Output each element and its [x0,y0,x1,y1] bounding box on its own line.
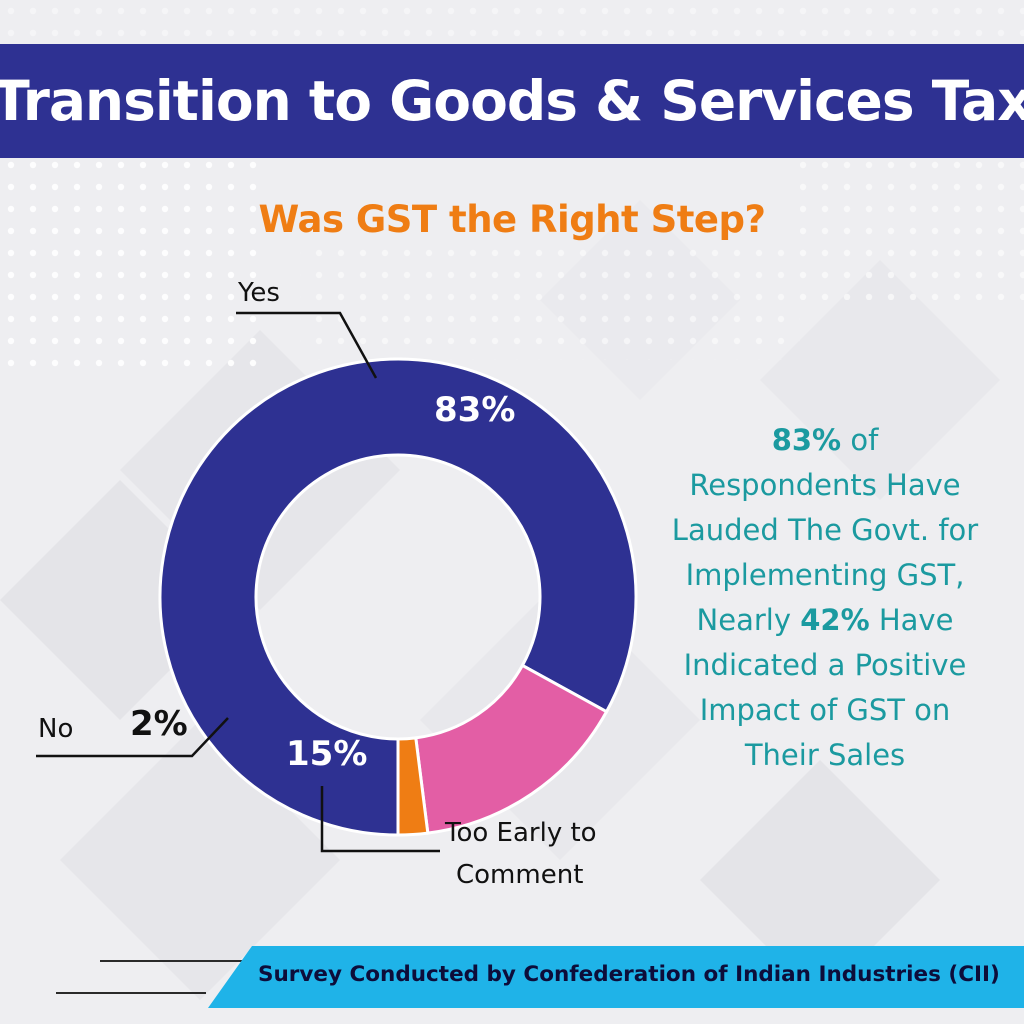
note-text-line5a: Nearly [696,603,801,637]
label-yes: Yes [238,278,280,308]
footer-banner [208,946,1024,1008]
note-text-line6: Indicated a Positive [683,648,967,682]
note-text-line7: Impact of GST on [699,693,951,727]
slice-no [396,736,430,837]
note-text-line5b: Have [869,603,954,637]
note-text-line2: Respondents Have [689,468,961,502]
chart-question: Was GST the Right Step? [258,198,766,241]
leader-line-yes [236,311,378,379]
note-text-line8: Their Sales [744,738,906,772]
leader-line-too-early [320,786,440,853]
summary-note: 83% of Respondents Have Lauded The Govt.… [650,418,1000,778]
note-highlight-42: 42% [800,603,870,637]
footer-source: Survey Conducted by Confederation of Ind… [258,962,1000,987]
value-label-too-early: 15% [286,734,368,774]
note-highlight-83: 83% [771,423,842,457]
slice-yes [158,357,638,837]
footer-deco-line [56,992,206,994]
page-title: Transition to Goods & Services Tax [0,69,1024,133]
value-label-yes: 83% [434,390,516,430]
label-too-early-line1: Too Early to [445,818,597,848]
footer-deco-line [100,960,250,962]
label-no: No [38,714,74,744]
value-label-no: 2% [130,704,188,744]
header-banner: Transition to Goods & Services Tax [0,44,1024,158]
note-text-line1: of [841,423,879,457]
label-too-early-line2: Comment [456,860,584,890]
note-text-line3: Lauded The Govt. for [671,513,979,547]
leader-line-no [36,717,229,758]
note-text-line4: Implementing GST, [685,558,965,592]
